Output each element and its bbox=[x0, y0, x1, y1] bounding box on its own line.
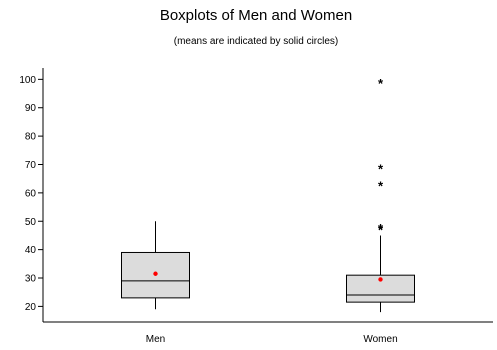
outlier-marker: * bbox=[378, 178, 384, 193]
outlier-marker: * bbox=[378, 76, 384, 91]
y-tick-label: 20 bbox=[25, 302, 37, 313]
y-axis-ticks: 20 30 40 50 60 70 80 90 100 bbox=[19, 75, 43, 313]
y-tick-label: 40 bbox=[25, 245, 37, 256]
y-tick-label: 90 bbox=[25, 103, 37, 114]
y-tick-label: 70 bbox=[25, 160, 37, 171]
y-tick-label: 100 bbox=[19, 75, 36, 86]
box-men bbox=[121, 221, 190, 310]
outlier-marker: * bbox=[378, 222, 384, 237]
y-tick-label: 30 bbox=[25, 274, 37, 285]
x-axis-labels: Men Women bbox=[146, 334, 398, 345]
y-tick-label: 80 bbox=[25, 132, 37, 143]
y-tick-label: 50 bbox=[25, 217, 37, 228]
boxes: ***** bbox=[121, 76, 415, 313]
chart-subtitle: (means are indicated by solid circles) bbox=[174, 36, 339, 47]
mean-marker bbox=[378, 277, 383, 282]
outlier-marker: * bbox=[378, 221, 384, 236]
y-tick-label: 60 bbox=[25, 188, 37, 199]
x-tick-label: Men bbox=[146, 334, 165, 345]
box-women: ***** bbox=[346, 76, 415, 313]
x-tick-label: Women bbox=[363, 334, 397, 345]
chart-title: Boxplots of Men and Women bbox=[160, 7, 352, 24]
mean-marker bbox=[153, 271, 158, 276]
outlier-marker: * bbox=[378, 161, 384, 176]
